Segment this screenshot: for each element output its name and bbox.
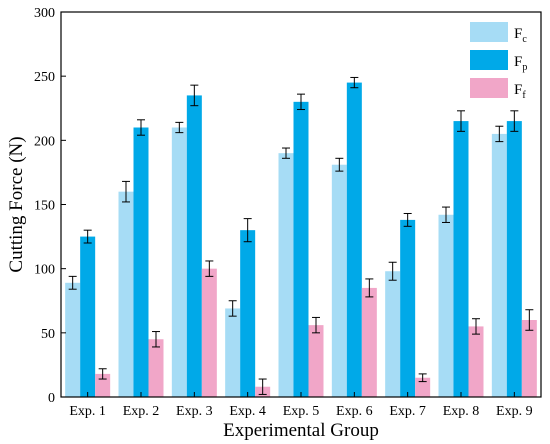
bar-p-8 — [453, 121, 469, 397]
x-tick-label: Exp. 7 — [389, 404, 426, 419]
legend-swatch-f — [470, 78, 508, 98]
y-tick-label: 50 — [41, 327, 55, 342]
x-tick-label: Exp. 9 — [496, 404, 533, 419]
bar-c-7 — [385, 271, 401, 397]
bar-f-7 — [415, 377, 431, 397]
x-tick-label: Exp. 4 — [229, 404, 266, 419]
y-tick-label: 300 — [34, 6, 55, 21]
bar-c-6 — [331, 164, 347, 397]
legend-label-f: Ff — [514, 82, 526, 101]
error-bars-layer — [68, 76, 534, 395]
x-tick-label: Exp. 6 — [336, 404, 373, 419]
y-tick-label: 0 — [48, 391, 55, 406]
legend: Fc Fp Ff — [470, 22, 527, 101]
bar-p-3 — [186, 95, 202, 398]
y-tick-label: 150 — [34, 199, 55, 214]
y-axis: 0 50 100 150 200 250 300 — [34, 6, 66, 406]
bar-f-5 — [308, 325, 324, 397]
bar-p-5 — [293, 101, 309, 397]
bar-p-4 — [240, 230, 256, 397]
y-tick-label: 100 — [34, 263, 55, 278]
bar-p-9 — [506, 121, 522, 397]
y-axis-title: Cutting Force (N) — [6, 136, 27, 272]
bar-p-6 — [346, 82, 362, 397]
bar-f-8 — [468, 326, 484, 397]
bars-layer — [65, 82, 537, 398]
bar-f-1 — [95, 373, 111, 397]
y-tick-label: 200 — [34, 134, 55, 149]
x-tick-label: Exp. 2 — [123, 404, 160, 419]
bar-f-3 — [201, 268, 217, 397]
bar-p-1 — [80, 236, 96, 397]
x-tick-label: Exp. 3 — [176, 404, 213, 419]
bar-f-9 — [521, 320, 537, 397]
x-axis-title: Experimental Group — [223, 420, 379, 441]
y-tick-label: 250 — [34, 70, 55, 85]
bar-c-8 — [438, 214, 454, 397]
bar-c-4 — [225, 308, 241, 397]
x-tick-label: Exp. 1 — [69, 404, 106, 419]
legend-swatch-p — [470, 50, 508, 70]
x-tick-label: Exp. 5 — [283, 404, 320, 419]
bar-c-1 — [65, 282, 81, 397]
bar-p-2 — [133, 127, 149, 397]
bar-c-9 — [491, 133, 507, 397]
legend-label-c: Fc — [514, 26, 527, 45]
bar-c-3 — [171, 127, 187, 397]
legend-swatch-c — [470, 22, 508, 42]
bar-f-2 — [148, 339, 164, 397]
bar-p-7 — [400, 219, 416, 397]
bar-c-5 — [278, 153, 294, 397]
bar-f-6 — [361, 287, 377, 397]
x-axis: Exp. 1 Exp. 2 Exp. 3 Exp. 4 Exp. 5 Exp. 6 Exp.… — [69, 392, 533, 419]
x-tick-label: Exp. 8 — [443, 404, 480, 419]
legend-label-p: Fp — [514, 54, 527, 73]
bar-c-2 — [118, 191, 134, 397]
